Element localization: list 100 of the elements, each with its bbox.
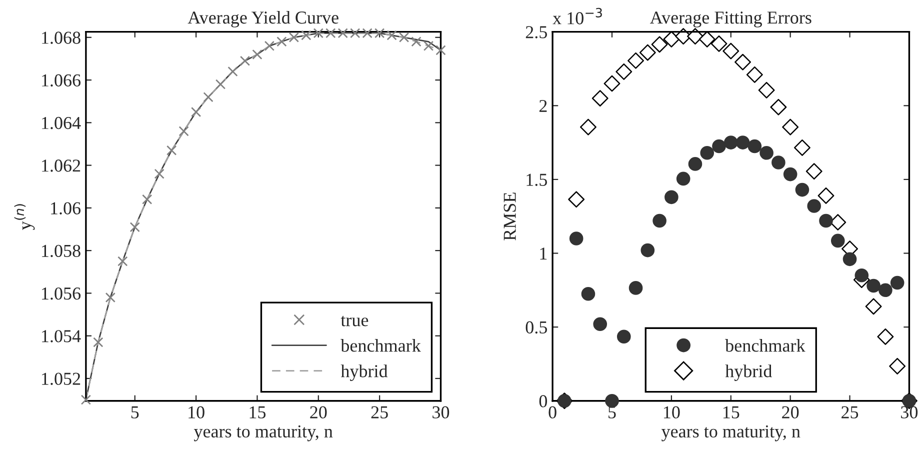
point — [93, 337, 104, 348]
y-tick-label: 1.066 — [42, 74, 81, 87]
point — [758, 82, 775, 98]
y-tick-label: 1.064 — [42, 116, 81, 130]
point — [830, 234, 845, 248]
point — [878, 283, 892, 298]
point — [651, 36, 668, 53]
point — [830, 214, 846, 230]
point — [664, 190, 678, 204]
point — [423, 40, 434, 52]
point — [178, 126, 189, 136]
point — [628, 52, 644, 69]
point — [288, 32, 300, 42]
point — [568, 191, 585, 208]
point — [580, 118, 596, 136]
point — [710, 35, 728, 52]
point — [722, 42, 740, 60]
point — [770, 98, 787, 116]
point — [240, 56, 250, 66]
point — [313, 28, 324, 38]
point — [616, 330, 631, 344]
point — [203, 92, 214, 102]
point — [154, 168, 164, 179]
point — [712, 139, 726, 154]
y-tick-label: 1.052 — [42, 372, 80, 385]
x-tick-label: 20 — [310, 406, 327, 418]
point — [190, 106, 202, 118]
point — [105, 292, 116, 303]
y-tick-label: 1.068 — [42, 32, 80, 44]
point — [772, 156, 786, 170]
point — [748, 139, 762, 154]
x-tick-label: 30 — [901, 406, 918, 418]
text: x 10$^{−3}$ — [552, 8, 602, 24]
chart-title: Average Fitting Errors — [650, 12, 812, 28]
x-axis-title: years to maturity, n — [194, 425, 333, 442]
point — [652, 214, 666, 228]
y-tick-label: 2.5 — [526, 26, 547, 38]
legend-label: hybrid — [340, 364, 388, 381]
point — [569, 232, 584, 246]
point — [877, 328, 894, 345]
point — [688, 157, 702, 171]
point — [386, 30, 397, 40]
point — [616, 63, 632, 80]
point — [698, 31, 716, 48]
point — [605, 394, 619, 408]
x-tick-label: 10 — [188, 406, 204, 418]
x-axis-title: years to maturity, n — [661, 425, 800, 442]
point — [264, 40, 275, 52]
y-tick-label: 1.06 — [51, 202, 81, 214]
x-tick-label: 10 — [664, 406, 680, 418]
point — [628, 281, 643, 295]
point — [889, 358, 906, 374]
point — [794, 139, 810, 156]
chart-title: Average Yield Curve — [188, 10, 338, 28]
point — [593, 317, 608, 332]
y-axis-title: RMSE — [504, 192, 516, 240]
point — [640, 243, 655, 258]
legend-label: true — [340, 316, 368, 326]
point — [724, 136, 738, 150]
point — [842, 252, 857, 266]
y-axis-title: y$^{(n)}$ — [14, 204, 35, 230]
point — [890, 276, 904, 290]
point — [806, 163, 822, 180]
point — [374, 28, 385, 38]
point — [362, 28, 372, 38]
point — [639, 44, 656, 61]
x-tick-label: 20 — [782, 406, 799, 418]
x-tick-label: 15 — [250, 406, 266, 418]
point — [734, 54, 752, 70]
y-tick-label: 0.5 — [526, 321, 547, 334]
point — [228, 66, 238, 77]
legend-label: benchmark — [725, 339, 806, 352]
x-tick-label: 25 — [371, 406, 388, 418]
point — [736, 136, 750, 150]
y-tick-label: 1.056 — [42, 287, 81, 300]
point — [326, 28, 336, 38]
point — [783, 167, 798, 182]
legend-label: benchmark — [340, 339, 421, 352]
point — [592, 90, 608, 107]
x-tick-label: 0 — [548, 406, 556, 418]
point — [398, 32, 410, 42]
point — [676, 172, 690, 186]
x-tick-label: 15 — [723, 406, 740, 418]
y-tick-label: 1.058 — [42, 244, 80, 258]
y-tick-label: 1.054 — [42, 330, 81, 342]
y-tick-label: 1.062 — [42, 160, 80, 172]
point — [819, 214, 833, 228]
point — [142, 194, 152, 204]
point — [301, 30, 312, 40]
point — [760, 146, 774, 160]
point — [795, 182, 810, 197]
point — [166, 145, 177, 156]
point — [782, 118, 799, 136]
x-tick-label: 25 — [842, 406, 858, 418]
point — [818, 187, 834, 204]
point — [663, 31, 680, 48]
y-tick-label: 1.5 — [526, 174, 547, 186]
point — [746, 66, 763, 83]
y-tick-label: 2 — [539, 100, 547, 112]
point — [276, 36, 287, 47]
